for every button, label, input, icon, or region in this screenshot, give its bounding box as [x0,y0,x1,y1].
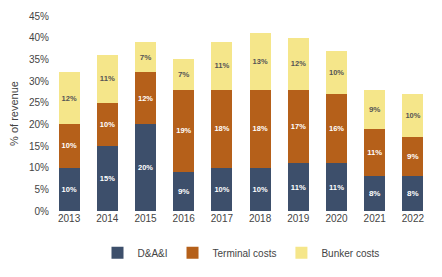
svg-text:5%: 5% [35,184,50,195]
svg-text:10%: 10% [62,185,77,194]
svg-text:Bunker costs: Bunker costs [321,248,379,259]
svg-text:10%: 10% [29,162,49,173]
svg-text:11%: 11% [329,183,344,192]
svg-text:11%: 11% [367,148,382,157]
svg-text:15%: 15% [100,174,115,183]
svg-text:11%: 11% [100,74,115,83]
svg-text:12%: 12% [62,94,77,103]
svg-text:25%: 25% [29,97,49,108]
svg-text:9%: 9% [369,105,381,114]
svg-text:20%: 20% [29,119,49,130]
svg-text:7%: 7% [140,53,152,62]
svg-text:7%: 7% [178,70,190,79]
svg-text:35%: 35% [29,54,49,65]
svg-text:20%: 20% [138,163,153,172]
svg-text:18%: 18% [214,124,229,133]
svg-text:2019: 2019 [287,213,310,224]
svg-text:10%: 10% [100,120,115,129]
svg-text:9%: 9% [178,187,190,196]
svg-text:9%: 9% [407,152,419,161]
svg-text:2020: 2020 [325,213,348,224]
svg-text:D&A&I: D&A&I [138,248,168,259]
svg-text:10%: 10% [214,185,229,194]
svg-text:45%: 45% [29,11,49,22]
svg-text:10%: 10% [329,68,344,77]
svg-text:15%: 15% [29,141,49,152]
svg-text:10%: 10% [253,185,268,194]
svg-text:Terminal costs: Terminal costs [213,248,277,259]
svg-text:10%: 10% [405,111,420,120]
svg-text:0%: 0% [35,206,50,217]
svg-text:11%: 11% [214,61,229,70]
svg-text:18%: 18% [253,124,268,133]
svg-text:13%: 13% [253,57,268,66]
svg-text:2014: 2014 [96,213,119,224]
svg-text:19%: 19% [176,126,191,135]
svg-text:2017: 2017 [211,213,234,224]
svg-text:11%: 11% [291,183,306,192]
svg-text:16%: 16% [329,124,344,133]
svg-text:17%: 17% [291,122,306,131]
svg-text:2013: 2013 [58,213,81,224]
svg-text:2016: 2016 [173,213,196,224]
svg-text:% of revenue: % of revenue [8,81,20,146]
svg-text:2022: 2022 [402,213,425,224]
svg-text:2021: 2021 [364,213,387,224]
svg-text:40%: 40% [29,32,49,43]
svg-text:2015: 2015 [134,213,157,224]
svg-text:2018: 2018 [249,213,272,224]
svg-text:30%: 30% [29,76,49,87]
svg-text:8%: 8% [407,189,419,198]
svg-text:12%: 12% [291,59,306,68]
svg-text:10%: 10% [62,141,77,150]
svg-text:12%: 12% [138,94,153,103]
svg-text:8%: 8% [369,189,381,198]
